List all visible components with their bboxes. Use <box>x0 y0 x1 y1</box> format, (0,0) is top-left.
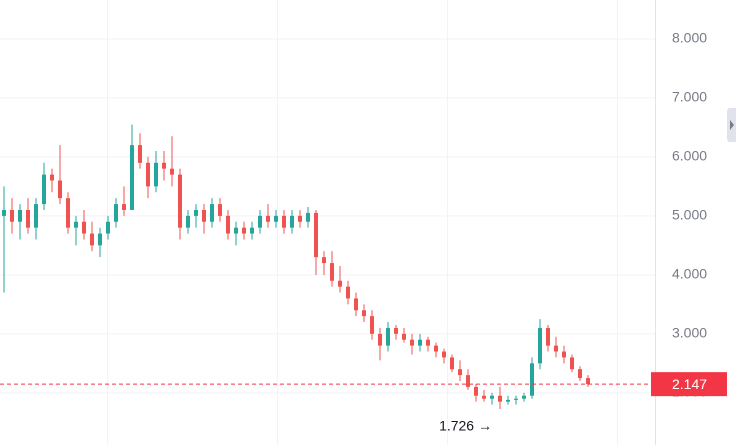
candle-body <box>282 215 286 228</box>
candle-body <box>474 386 478 396</box>
candle-body <box>450 357 454 370</box>
candle-body <box>186 215 190 228</box>
candle-body <box>562 351 566 358</box>
overlay: 1.726 → 2.147 <box>0 372 727 434</box>
candle-body <box>346 286 350 299</box>
y-tick-label: 8.000 <box>672 30 707 46</box>
candle-body <box>498 395 502 402</box>
candle-body <box>514 398 518 400</box>
candle-body <box>74 221 78 228</box>
current-price-label: 2.147 <box>672 376 707 392</box>
candle-body <box>554 345 558 352</box>
candle-body <box>410 339 414 346</box>
candle-body <box>570 357 574 370</box>
y-tick-label: 4.000 <box>672 266 707 282</box>
candle-body <box>26 209 30 228</box>
candle-body <box>354 298 358 311</box>
candle-body <box>106 221 110 234</box>
candle-body <box>250 227 254 234</box>
candle-body <box>58 180 62 199</box>
candle-body <box>18 209 22 222</box>
candle-body <box>402 333 406 340</box>
candle-body <box>314 212 318 258</box>
y-tick-label: 7.000 <box>672 89 707 105</box>
candle-body <box>466 375 470 387</box>
candle-body <box>202 209 206 222</box>
candle-body <box>82 221 86 234</box>
candle-body <box>242 227 246 234</box>
candle-body <box>122 204 126 210</box>
candle-body <box>298 215 302 222</box>
candle-body <box>546 327 550 346</box>
candle-body <box>586 378 590 385</box>
candle-body <box>306 212 310 222</box>
candle-body <box>138 145 142 163</box>
candle-body <box>234 227 238 234</box>
candle-body <box>10 209 14 222</box>
candle-body <box>490 395 494 399</box>
candle-body <box>98 233 102 246</box>
candle-body <box>394 327 398 334</box>
candle-body <box>362 310 366 317</box>
candle-body <box>274 215 278 222</box>
candle-body <box>330 263 334 281</box>
candle-body <box>146 162 150 187</box>
candle-body <box>322 257 326 264</box>
candle-body <box>2 209 6 216</box>
candle-body <box>538 327 542 364</box>
candle-body <box>90 233 94 246</box>
candle-body <box>210 204 214 222</box>
candle-body <box>266 215 270 222</box>
candle-body <box>434 345 438 352</box>
candle-body <box>338 280 342 287</box>
vertical-grid <box>107 0 618 445</box>
candle-body <box>370 316 374 334</box>
y-tick-label: 3.000 <box>672 325 707 341</box>
y-tick-label: 5.000 <box>672 207 707 223</box>
candle-body <box>154 162 158 187</box>
candle-body <box>418 339 422 346</box>
candle-body <box>530 363 534 396</box>
candles <box>2 124 590 409</box>
candle-body <box>170 168 174 175</box>
candle-body <box>66 198 70 228</box>
candle-body <box>178 174 182 228</box>
y-tick-label: 6.000 <box>672 148 707 164</box>
candle-body <box>162 162 166 169</box>
candle-body <box>34 204 38 228</box>
candle-body <box>386 327 390 346</box>
candle-body <box>42 174 46 205</box>
candle-body <box>258 215 262 228</box>
candle-body <box>114 204 118 222</box>
candle-body <box>378 333 382 346</box>
candle-body <box>290 215 294 228</box>
candle-body <box>194 209 198 216</box>
candle-body <box>458 369 462 376</box>
current-price-box <box>651 372 727 397</box>
candle-body <box>130 145 134 210</box>
candle-body <box>50 174 54 181</box>
candle-body <box>482 395 486 399</box>
candle-body <box>218 204 222 216</box>
min-price-annotation: 1.726 → <box>439 418 492 434</box>
candle-body <box>522 395 526 399</box>
candle-body <box>442 351 446 358</box>
candle-body <box>578 369 582 379</box>
candle-body <box>226 215 230 234</box>
candle-body <box>426 339 430 346</box>
collapse-arrow <box>730 120 734 130</box>
candle-body <box>506 399 510 402</box>
collapse-tab[interactable] <box>727 108 736 142</box>
